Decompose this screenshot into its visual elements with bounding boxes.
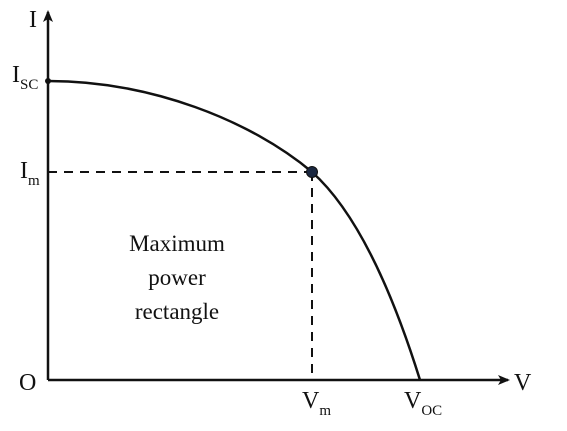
voc-label: VOC [404, 388, 442, 419]
vm-main: V [302, 388, 320, 414]
isc-main: I [12, 62, 20, 88]
vm-label: Vm [302, 388, 331, 419]
max-power-point [306, 166, 318, 178]
im-main: I [20, 158, 28, 184]
isc-label: ISC [12, 62, 38, 93]
iv-curve [47, 79, 422, 381]
im-sub: m [28, 173, 40, 189]
y-axis-label: I [29, 7, 37, 33]
im-label: Im [20, 158, 40, 189]
rectangle-label-line: power [148, 265, 206, 290]
isc-sub: SC [20, 77, 38, 93]
isc-point [45, 78, 51, 84]
origin-label: O [19, 370, 36, 396]
x-axis-label: V [514, 370, 532, 396]
rectangle-label-line: Maximum [129, 231, 225, 256]
voc-main: V [404, 388, 422, 414]
voc-sub: OC [421, 403, 442, 419]
vm-sub: m [319, 403, 331, 419]
rectangle-label-line: rectangle [135, 299, 219, 324]
